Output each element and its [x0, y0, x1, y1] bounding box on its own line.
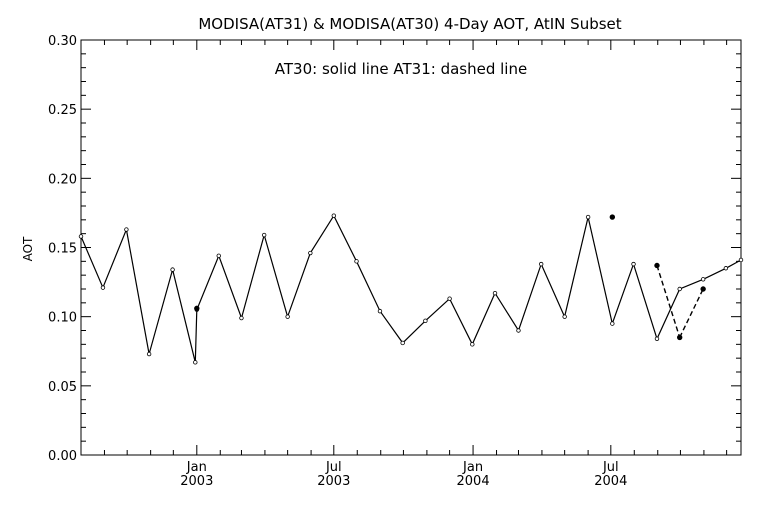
data-point-at30 — [492, 290, 498, 296]
data-point-at30 — [654, 336, 660, 341]
data-point-at30 — [170, 267, 175, 272]
data-point-at30 — [470, 342, 475, 347]
y-axis: 0.00 0.05 0.10 0.15 0.20 0.25 0.30 — [48, 34, 741, 464]
x-tick-month-label: Jul — [602, 460, 619, 475]
y-tick-label: 0.05 — [48, 380, 77, 395]
data-point-at30 — [631, 261, 636, 267]
chart-legend-note: AT30: solid line AT31: dashed line — [275, 60, 527, 78]
x-tick-month-label: Jan — [186, 460, 207, 475]
y-tick-label: 0.15 — [48, 242, 77, 257]
data-point-at30 — [331, 213, 336, 218]
y-tick-label: 0.30 — [48, 34, 77, 49]
data-point-at30 — [562, 314, 567, 319]
data-point-at30 — [423, 318, 428, 324]
data-point-at30 — [723, 266, 729, 271]
x-tick-month-label: Jul — [325, 460, 342, 475]
data-point-at30 — [124, 227, 129, 232]
data-point-at30 — [146, 351, 152, 357]
data-point-at30 — [700, 277, 706, 282]
data-point-at30 — [377, 308, 383, 314]
data-point-at31 — [194, 305, 200, 312]
y-tick-label: 0.25 — [48, 103, 77, 118]
series-segment-at31 — [656, 265, 681, 338]
data-point-at30 — [100, 285, 106, 290]
data-point-at30 — [400, 340, 405, 346]
plot-frame — [80, 39, 742, 456]
data-point-at30 — [78, 234, 84, 239]
data-point-at30 — [538, 261, 544, 267]
data-point-at30 — [516, 328, 521, 333]
data-point-at30 — [354, 259, 359, 264]
data-point-at30 — [447, 296, 452, 301]
series-layer — [78, 213, 744, 365]
data-point-at31 — [609, 214, 616, 220]
data-point-at30 — [261, 232, 267, 238]
data-point-at30 — [738, 257, 744, 263]
x-tick-year-label: 2004 — [457, 474, 490, 489]
y-tick-label: 0.20 — [48, 172, 77, 187]
data-point-at30 — [216, 253, 221, 258]
series-line-at30 — [80, 214, 742, 363]
data-point-at30 — [285, 314, 290, 319]
x-tick-month-label: Jan — [462, 460, 483, 475]
y-tick-label: 0.00 — [48, 449, 77, 464]
data-point-at30 — [239, 315, 244, 321]
data-point-at30 — [308, 250, 313, 256]
data-point-at30 — [585, 214, 591, 220]
x-tick-year-label: 2003 — [180, 474, 213, 489]
chart-title: MODISA(AT31) & MODISA(AT30) 4-Day AOT, A… — [198, 15, 621, 33]
y-axis-label: AOT — [21, 236, 35, 261]
y-tick-label: 0.10 — [48, 311, 77, 326]
data-point-at30 — [677, 286, 682, 292]
series-at30 — [78, 213, 744, 365]
x-tick-year-label: 2003 — [317, 474, 350, 489]
data-point-at30 — [610, 321, 615, 326]
data-point-at30 — [193, 360, 198, 365]
series-at31 — [194, 214, 706, 341]
series-segment-at31 — [679, 288, 704, 338]
x-tick-year-label: 2004 — [594, 474, 627, 489]
